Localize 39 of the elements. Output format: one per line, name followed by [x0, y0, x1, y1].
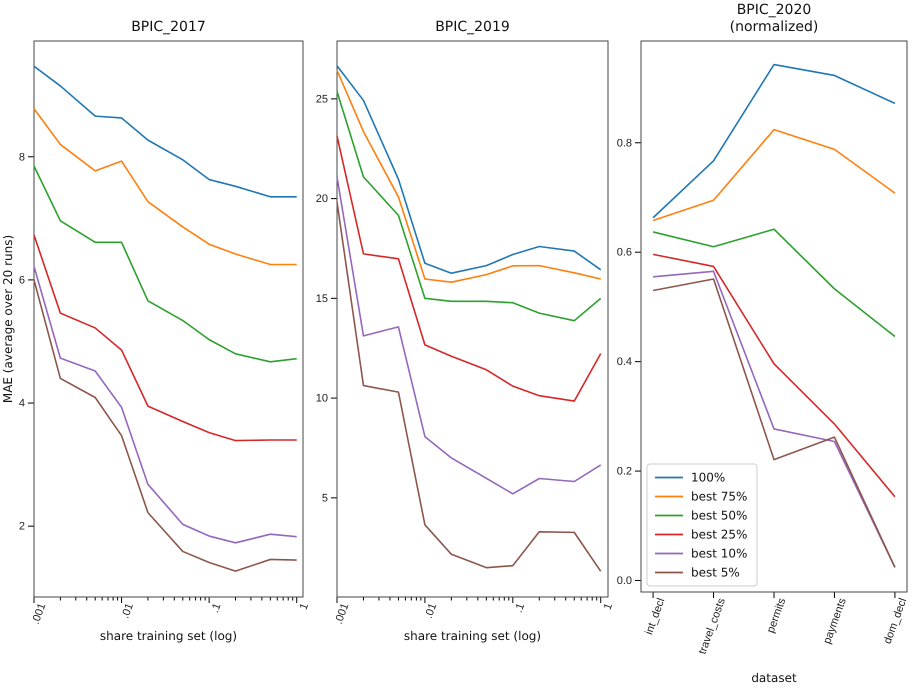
- y-tick-label: 0.2: [616, 466, 632, 478]
- x-tick-label: .001: [332, 602, 352, 626]
- y-tick-label: 25: [316, 93, 328, 106]
- x-tick-label: 1: [298, 602, 312, 612]
- line-series: [652, 128, 896, 222]
- x-tick-label: permits: [764, 596, 789, 635]
- x-axis-title: share training set (log): [404, 629, 542, 643]
- y-tick-label: 0.4: [616, 356, 632, 368]
- chart-title: BPIC_2017: [131, 19, 206, 35]
- x-tick-label: .01: [119, 602, 136, 620]
- x-tick-label: .001: [30, 602, 48, 626]
- y-tick-label: 6: [18, 274, 25, 286]
- y-tick-label: 15: [316, 292, 328, 305]
- x-tick-label: 1: [602, 602, 616, 612]
- x-axis-title: share training set (log): [100, 629, 238, 643]
- y-tick-label: 0.0: [616, 575, 632, 588]
- legend-label: best 25%: [691, 528, 748, 542]
- y-tick-label: 2: [18, 520, 25, 533]
- line-series: [652, 64, 896, 219]
- x-axis-title: dataset: [751, 671, 797, 685]
- y-tick-label: 10: [316, 392, 328, 405]
- y-axis-title: MAE (average over 20 runs): [1, 234, 15, 404]
- y-tick-label: 20: [316, 193, 328, 206]
- legend-label: best 75%: [691, 490, 748, 504]
- y-tick-label: 0.8: [616, 137, 632, 150]
- x-tick-label: .1: [209, 602, 224, 614]
- legend-label: best 5%: [691, 566, 740, 580]
- y-tick-label: 8: [18, 151, 25, 164]
- x-tick-label: .01: [422, 602, 440, 620]
- x-tick-label: .1: [512, 602, 528, 614]
- y-tick-label: 5: [322, 492, 328, 504]
- chart-title: BPIC_2020 (normalized): [730, 2, 818, 35]
- y-tick-label: 0.6: [616, 246, 632, 259]
- chart-title: BPIC_2019: [435, 19, 510, 35]
- legend-label: best 50%: [691, 508, 748, 523]
- legend-label: 100%: [691, 470, 726, 485]
- line-series: [652, 228, 896, 338]
- legend-label: best 10%: [691, 546, 748, 561]
- y-tick-label: 4: [18, 398, 25, 410]
